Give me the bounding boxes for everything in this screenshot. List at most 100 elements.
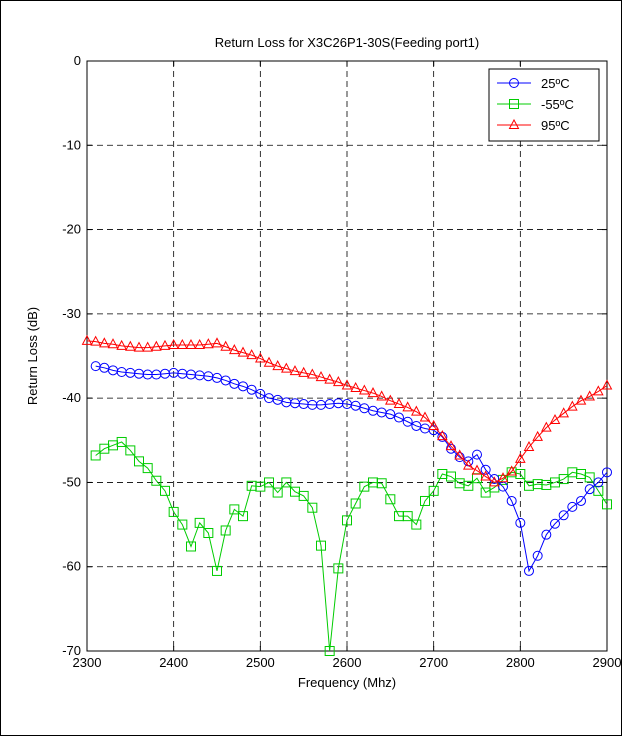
data-point-55c	[134, 456, 144, 467]
data-point-55c	[324, 646, 335, 656]
data-point-25c	[246, 384, 257, 395]
data-point-55c	[463, 480, 474, 491]
legend-label-25c: 25ºC	[541, 76, 570, 91]
data-point-55c	[411, 519, 422, 530]
data-point-95c	[194, 338, 205, 350]
data-point-95c	[107, 338, 119, 349]
data-point-55c	[186, 541, 196, 552]
y-tick-label: -60	[62, 559, 81, 574]
data-point-95c	[246, 349, 257, 360]
data-point-25c	[515, 517, 526, 528]
series-line-95c	[86, 340, 608, 484]
data-point-25c	[454, 452, 465, 463]
data-point-95c	[497, 472, 509, 483]
data-point-55c	[203, 528, 214, 538]
y-tick-label: -10	[62, 137, 81, 152]
data-point-55c	[212, 565, 222, 576]
data-point-95c	[376, 390, 387, 401]
data-point-95c	[393, 397, 405, 409]
data-point-95c	[437, 430, 448, 441]
y-axis-label: Return Loss (dB)	[25, 307, 40, 405]
data-point-25c	[550, 518, 560, 529]
y-tick-label: -40	[62, 390, 81, 405]
data-point-25c	[541, 529, 552, 540]
data-point-55c	[376, 478, 387, 489]
data-point-95c	[220, 340, 231, 351]
data-point-95c	[341, 379, 353, 390]
x-axis-label: Frequency (Mhz)	[298, 675, 396, 690]
data-point-95c	[584, 390, 595, 401]
data-point-55c	[584, 472, 595, 483]
data-point-95c	[480, 470, 491, 481]
data-point-95c	[289, 365, 301, 376]
data-point-25c	[402, 416, 413, 427]
data-point-95c	[272, 360, 283, 371]
series-95c	[81, 334, 613, 487]
y-tick-label: -30	[62, 306, 81, 321]
data-point-95c	[350, 381, 361, 393]
data-point-95c	[593, 385, 604, 396]
data-point-55c	[194, 517, 205, 528]
data-point-55c	[272, 487, 283, 498]
data-point-95c	[203, 338, 214, 349]
data-point-25c	[584, 484, 595, 495]
data-point-55c	[342, 515, 352, 526]
data-point-95c	[237, 346, 249, 357]
data-point-95c	[515, 452, 526, 463]
data-point-95c	[445, 440, 457, 451]
data-point-95c	[229, 344, 240, 355]
data-point-55c	[602, 499, 612, 510]
series-25c	[90, 361, 612, 576]
series-line-55c	[95, 441, 608, 652]
data-point-95c	[367, 387, 379, 398]
data-point-55c	[142, 463, 153, 474]
data-point-95c	[81, 334, 93, 345]
data-point-95c	[575, 394, 587, 405]
data-point-95c	[281, 362, 292, 373]
data-point-95c	[411, 405, 422, 416]
data-point-95c	[263, 356, 275, 367]
data-point-25c	[385, 409, 396, 420]
chart-title: Return Loss for X3C26P1-30S(Feeding port…	[215, 35, 479, 50]
x-tick-label: 2800	[506, 655, 535, 670]
data-point-55c	[125, 445, 136, 456]
data-point-25c	[506, 495, 517, 506]
data-point-95c	[116, 339, 127, 350]
data-point-25c	[255, 388, 266, 399]
y-tick-label: -70	[62, 643, 81, 658]
data-point-95c	[601, 379, 613, 390]
data-point-95c	[142, 341, 153, 352]
data-point-55c	[281, 477, 292, 488]
data-point-55c	[480, 487, 491, 498]
x-tick-label: 2600	[333, 655, 362, 670]
data-point-95c	[185, 338, 197, 350]
y-tick-label: -20	[62, 222, 81, 237]
x-tick-label: 2400	[159, 655, 188, 670]
data-point-95c	[99, 337, 110, 348]
data-point-55c	[220, 525, 231, 536]
data-point-95c	[324, 373, 335, 384]
data-point-95c	[151, 340, 162, 351]
data-point-25c	[524, 565, 534, 576]
data-point-95c	[298, 366, 309, 377]
axis-ticks: 2300 2400 2500 2600 2700 2800 2900 0 -10 -20 -30 -4…	[62, 53, 621, 670]
data-point-55c	[116, 436, 127, 447]
data-point-55c	[446, 471, 456, 482]
data-point-55c	[558, 474, 569, 485]
data-point-25c	[480, 464, 491, 475]
data-point-55c	[316, 540, 326, 551]
series-group	[81, 334, 613, 656]
data-point-95c	[489, 476, 500, 487]
x-tick-label: 2900	[593, 655, 621, 670]
legend-label-55c: -55ºC	[541, 97, 574, 112]
data-point-25c	[238, 381, 248, 392]
data-point-25c	[602, 467, 612, 478]
legend-marker-25c	[509, 78, 519, 88]
data-point-95c	[463, 459, 474, 470]
x-tick-label: 2300	[73, 655, 102, 670]
data-point-95c	[506, 465, 517, 476]
y-tick-label: 0	[74, 53, 81, 68]
data-point-95c	[255, 352, 266, 363]
series-55c	[90, 436, 612, 656]
data-point-55c	[90, 450, 101, 461]
